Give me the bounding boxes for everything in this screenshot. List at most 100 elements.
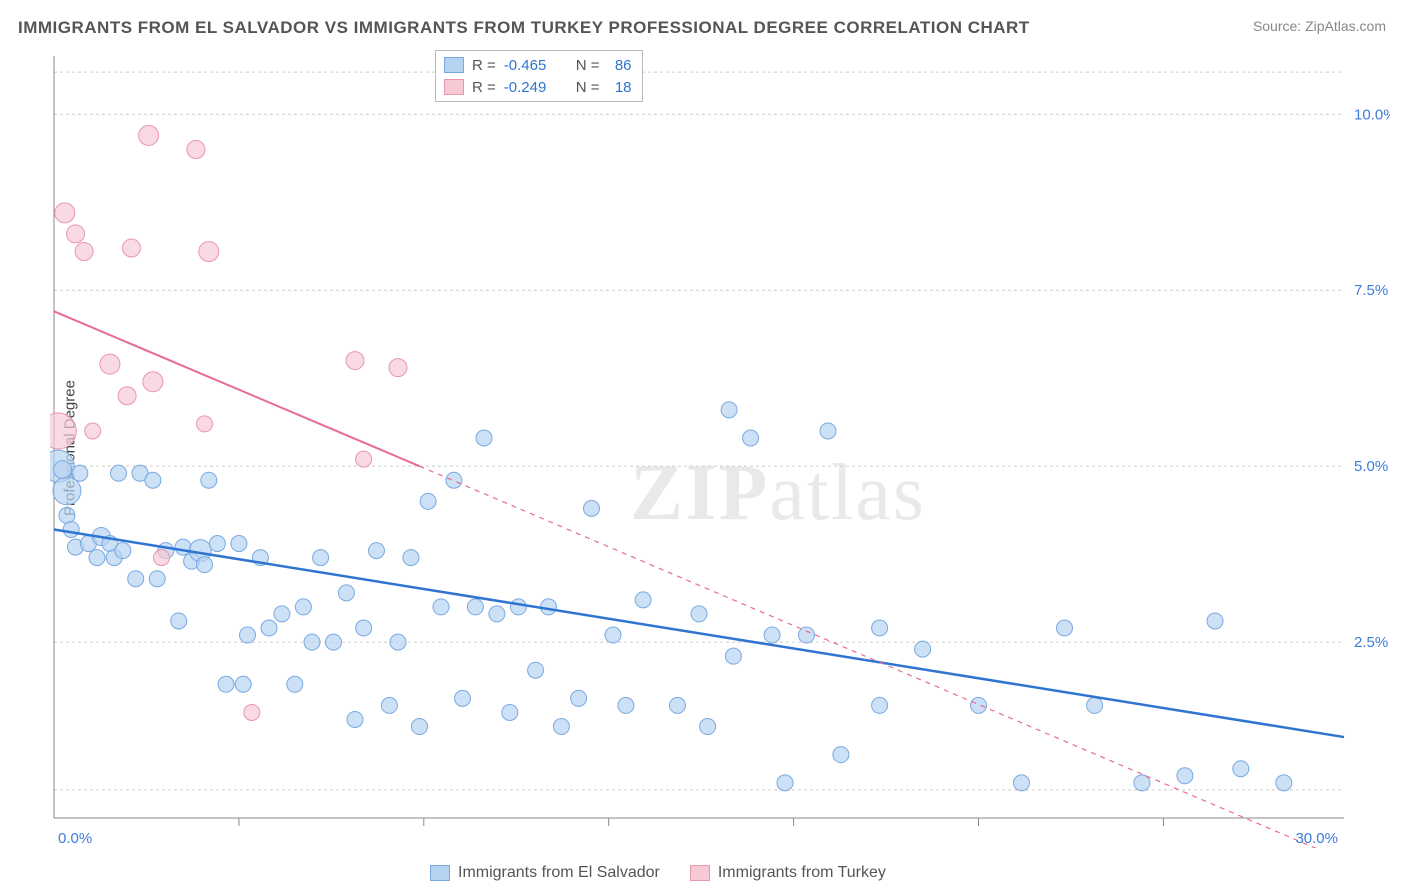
data-point bbox=[872, 697, 888, 713]
data-point bbox=[209, 536, 225, 552]
data-point bbox=[143, 372, 163, 392]
source-link[interactable]: ZipAtlas.com bbox=[1305, 18, 1386, 34]
data-point bbox=[915, 641, 931, 657]
data-point bbox=[725, 648, 741, 664]
data-point bbox=[510, 599, 526, 615]
data-point bbox=[390, 634, 406, 650]
data-point bbox=[346, 352, 364, 370]
data-point bbox=[63, 521, 79, 537]
data-point bbox=[553, 719, 569, 735]
data-point bbox=[111, 465, 127, 481]
data-point bbox=[287, 676, 303, 692]
chart-area: Professional Degree 2.5%5.0%7.5%10.0%0.0… bbox=[50, 48, 1390, 848]
legend-n-value: 18 bbox=[608, 79, 632, 96]
data-point bbox=[100, 354, 120, 374]
data-point bbox=[54, 461, 72, 479]
y-tick-label: 10.0% bbox=[1354, 106, 1390, 123]
data-point bbox=[171, 613, 187, 629]
data-point bbox=[764, 627, 780, 643]
data-point bbox=[356, 620, 372, 636]
data-point bbox=[139, 125, 159, 145]
data-point bbox=[700, 719, 716, 735]
data-point bbox=[1014, 775, 1030, 791]
data-point bbox=[67, 225, 85, 243]
data-point bbox=[605, 627, 621, 643]
data-point bbox=[235, 676, 251, 692]
data-point bbox=[476, 430, 492, 446]
data-point bbox=[389, 359, 407, 377]
source-prefix: Source: bbox=[1253, 18, 1305, 34]
x-tick-label: 0.0% bbox=[58, 830, 92, 847]
data-point bbox=[571, 690, 587, 706]
data-point bbox=[231, 536, 247, 552]
data-point bbox=[489, 606, 505, 622]
legend-swatch bbox=[430, 865, 450, 881]
data-point bbox=[118, 387, 136, 405]
data-point bbox=[115, 543, 131, 559]
data-point bbox=[618, 697, 634, 713]
legend-swatch bbox=[690, 865, 710, 881]
data-point bbox=[691, 606, 707, 622]
data-point bbox=[420, 493, 436, 509]
data-point bbox=[1207, 613, 1223, 629]
data-point bbox=[369, 543, 385, 559]
watermark-text: ZIPatlas bbox=[630, 448, 926, 539]
data-point bbox=[455, 690, 471, 706]
data-point bbox=[971, 697, 987, 713]
data-point bbox=[50, 413, 76, 449]
data-point bbox=[218, 676, 234, 692]
data-point bbox=[244, 704, 260, 720]
data-point bbox=[446, 472, 462, 488]
data-point bbox=[304, 634, 320, 650]
data-point bbox=[412, 719, 428, 735]
data-point bbox=[1057, 620, 1073, 636]
data-point bbox=[338, 585, 354, 601]
correlation-legend: R =-0.465N =86R =-0.249N =18 bbox=[435, 50, 643, 102]
data-point bbox=[433, 599, 449, 615]
data-point bbox=[326, 634, 342, 650]
data-point bbox=[154, 550, 170, 566]
data-point bbox=[403, 550, 419, 566]
data-point bbox=[670, 697, 686, 713]
y-tick-label: 7.5% bbox=[1354, 282, 1388, 299]
legend-row: R = -0.249 N = 18 bbox=[444, 76, 632, 98]
data-point bbox=[128, 571, 144, 587]
legend-series-name: Immigrants from Turkey bbox=[718, 864, 886, 882]
data-point bbox=[743, 430, 759, 446]
data-point bbox=[584, 500, 600, 516]
legend-row: R =-0.465N =86 bbox=[444, 54, 632, 76]
data-point bbox=[1233, 761, 1249, 777]
legend-r-value: -0.465 bbox=[504, 57, 560, 74]
legend-r-value: -0.249 bbox=[504, 79, 560, 96]
legend-n-label: N = bbox=[576, 79, 600, 96]
data-point bbox=[240, 627, 256, 643]
data-point bbox=[149, 571, 165, 587]
source-attribution: Source: ZipAtlas.com bbox=[1253, 18, 1386, 34]
trend-line bbox=[54, 311, 420, 466]
legend-r-label: R = bbox=[472, 79, 496, 96]
data-point bbox=[872, 620, 888, 636]
data-point bbox=[295, 599, 311, 615]
data-point bbox=[89, 550, 105, 566]
data-point bbox=[187, 140, 205, 158]
legend-item: Immigrants from El Salvador bbox=[430, 864, 660, 882]
legend-swatch bbox=[444, 57, 464, 73]
data-point bbox=[1087, 697, 1103, 713]
data-point bbox=[175, 539, 191, 555]
data-point bbox=[197, 557, 213, 573]
data-point bbox=[347, 711, 363, 727]
series-legend: Immigrants from El Salvador Immigrants fr… bbox=[430, 864, 886, 882]
legend-r-label: R = bbox=[472, 57, 496, 74]
data-point bbox=[820, 423, 836, 439]
data-point bbox=[502, 704, 518, 720]
data-point bbox=[201, 472, 217, 488]
data-point bbox=[72, 465, 88, 481]
data-point bbox=[199, 242, 219, 262]
data-point bbox=[635, 592, 651, 608]
data-point bbox=[1276, 775, 1292, 791]
data-point bbox=[313, 550, 329, 566]
data-point bbox=[467, 599, 483, 615]
data-point bbox=[197, 416, 213, 432]
data-point bbox=[381, 697, 397, 713]
x-tick-label: 30.0% bbox=[1295, 830, 1338, 847]
